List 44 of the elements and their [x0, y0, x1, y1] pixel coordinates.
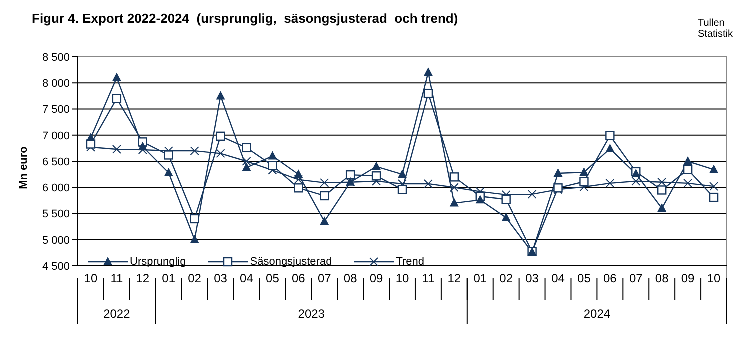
x-tick-label: 02 [188, 272, 202, 286]
x-tick-label: 06 [292, 272, 306, 286]
legend-label: Trend [396, 256, 425, 268]
x-tick-label: 01 [162, 272, 176, 286]
x-tick-label: 02 [500, 272, 514, 286]
y-tick-label: 7 500 [42, 104, 70, 116]
x-tick-label: 04 [552, 272, 566, 286]
x-tick-label: 03 [526, 272, 540, 286]
text: Statistik [698, 29, 734, 40]
y-tick-label: 5 500 [42, 208, 70, 221]
text: Tullen [698, 18, 726, 29]
x-tick-label: 07 [318, 272, 332, 286]
y-tick-label: 6 500 [42, 156, 70, 168]
y-tick-label: 8 500 [42, 52, 70, 64]
y-tick-label: 6 000 [42, 182, 70, 195]
x-tick-label: 12 [136, 272, 150, 286]
x-tick-label: 03 [214, 272, 228, 286]
y-tick-label: 7 000 [42, 130, 70, 142]
x-tick-label: 07 [629, 272, 644, 286]
x-tick-label: 04 [240, 272, 254, 286]
x-tick-label: 08 [344, 272, 358, 286]
y-tick-label: 8 000 [42, 78, 70, 90]
y-tick-label: 4 500 [42, 260, 70, 273]
text: 2022 [104, 307, 131, 321]
x-tick-label: 11 [110, 272, 124, 286]
x-tick-label: 08 [655, 272, 670, 286]
x-tick-label: 10 [84, 272, 98, 286]
chart-title: Figur 4. Export 2022-2024 (ursprunglig, säsongsjusterad och trend) [32, 11, 458, 26]
y-tick-label: 5 000 [42, 234, 70, 247]
legend-label: Säsongsjusterad [250, 256, 332, 268]
x-tick-label: 05 [578, 272, 592, 286]
x-tick-label: 09 [370, 272, 384, 286]
x-tick-label: 12 [448, 272, 462, 286]
text: 2023 [298, 307, 326, 321]
text: 2024 [584, 307, 611, 321]
x-tick-label: 05 [266, 272, 280, 286]
legend-label: Ursprunglig [130, 256, 186, 268]
x-tick-label: 10 [707, 272, 722, 286]
x-tick-label: 10 [396, 272, 410, 286]
y-axis-title: Mn euro [18, 146, 30, 189]
x-tick-label: 06 [604, 272, 618, 286]
x-tick-label: 01 [474, 272, 488, 286]
x-tick-label: 09 [681, 272, 696, 286]
x-tick-label: 11 [422, 272, 436, 286]
